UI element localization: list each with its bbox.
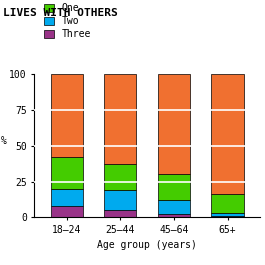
- Y-axis label: %: %: [1, 136, 7, 146]
- Legend: None, One, Two, Three: None, One, Two, Three: [44, 0, 91, 39]
- Bar: [158, 214, 190, 217]
- Bar: [158, 174, 190, 200]
- X-axis label: Age group (years): Age group (years): [97, 241, 197, 250]
- Bar: [158, 74, 190, 174]
- Bar: [211, 195, 244, 213]
- Bar: [211, 216, 244, 217]
- Bar: [104, 74, 136, 164]
- Bar: [104, 164, 136, 190]
- Bar: [104, 190, 136, 210]
- Bar: [104, 210, 136, 217]
- Bar: [211, 213, 244, 216]
- Bar: [51, 74, 83, 157]
- Bar: [51, 189, 83, 206]
- Text: LIVES WITH OTHERS: LIVES WITH OTHERS: [3, 8, 117, 18]
- Bar: [211, 74, 244, 195]
- Bar: [51, 157, 83, 189]
- Bar: [158, 200, 190, 214]
- Bar: [51, 206, 83, 217]
